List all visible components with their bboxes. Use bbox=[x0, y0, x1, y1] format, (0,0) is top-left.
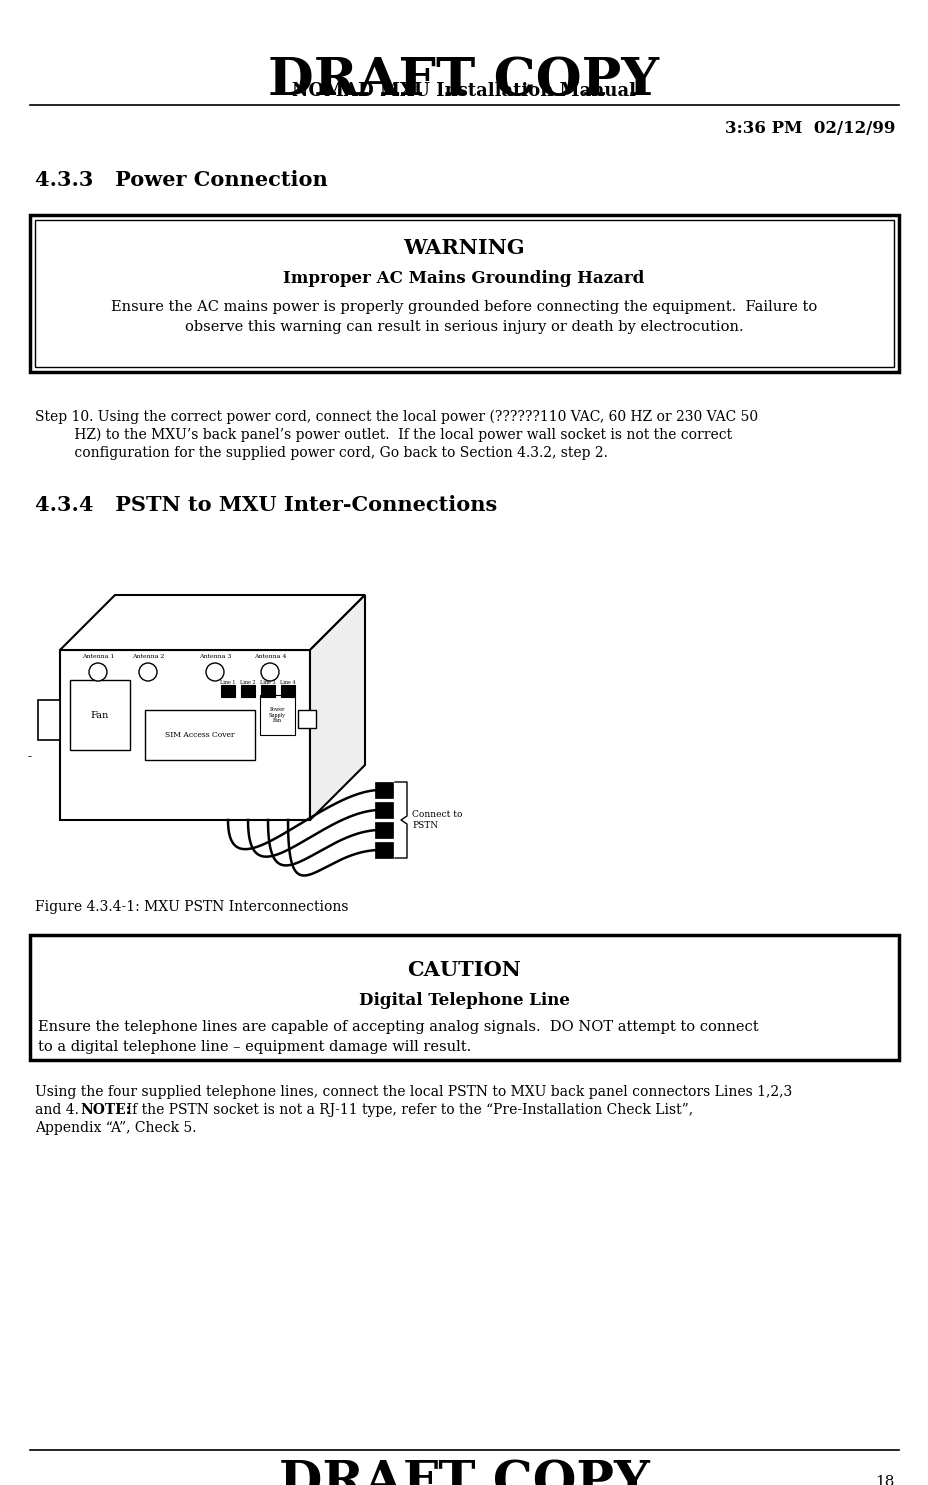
Bar bbox=[221, 685, 235, 696]
Text: 18: 18 bbox=[875, 1475, 894, 1485]
Bar bbox=[375, 802, 393, 818]
Text: observe this warning can result in serious injury or death by electrocution.: observe this warning can result in serio… bbox=[185, 319, 742, 334]
Bar bbox=[298, 710, 316, 728]
Text: NOMAD MXU Installation Manual: NOMAD MXU Installation Manual bbox=[291, 82, 636, 99]
Text: DRAFT COPY: DRAFT COPY bbox=[268, 55, 659, 105]
Text: Antenna 4: Antenna 4 bbox=[253, 653, 286, 659]
Text: HZ) to the MXU’s back panel’s power outlet.  If the local power wall socket is n: HZ) to the MXU’s back panel’s power outl… bbox=[35, 428, 731, 443]
Text: to a digital telephone line – equipment damage will result.: to a digital telephone line – equipment … bbox=[38, 1040, 470, 1054]
Text: 3:36 PM  02/12/99: 3:36 PM 02/12/99 bbox=[724, 120, 894, 137]
Polygon shape bbox=[60, 595, 365, 650]
Bar bbox=[375, 823, 393, 838]
Circle shape bbox=[139, 662, 157, 682]
Text: -: - bbox=[28, 750, 32, 763]
Text: configuration for the supplied power cord, Go back to Section 4.3.2, step 2.: configuration for the supplied power cor… bbox=[35, 446, 607, 460]
Text: If the PSTN socket is not a RJ-11 type, refer to the “Pre-Installation Check Lis: If the PSTN socket is not a RJ-11 type, … bbox=[118, 1103, 692, 1117]
Bar bbox=[375, 842, 393, 858]
Text: Appendix “A”, Check 5.: Appendix “A”, Check 5. bbox=[35, 1121, 197, 1135]
Text: Connect to
PSTN: Connect to PSTN bbox=[411, 811, 462, 830]
Text: Fan: Fan bbox=[91, 710, 109, 720]
Bar bbox=[145, 710, 254, 760]
Text: CAUTION: CAUTION bbox=[406, 959, 521, 980]
Circle shape bbox=[261, 662, 278, 682]
Bar bbox=[30, 936, 898, 1060]
Text: Ensure the AC mains power is properly grounded before connecting the equipment. : Ensure the AC mains power is properly gr… bbox=[110, 300, 817, 313]
Text: Power
Supply
Fan: Power Supply Fan bbox=[269, 707, 286, 723]
Bar bbox=[375, 783, 393, 797]
Circle shape bbox=[206, 662, 224, 682]
Bar bbox=[280, 685, 295, 696]
Text: and 4.: and 4. bbox=[35, 1103, 87, 1117]
Text: Antenna 1: Antenna 1 bbox=[82, 653, 114, 659]
Bar bbox=[38, 699, 60, 740]
Text: Digital Telephone Line: Digital Telephone Line bbox=[358, 992, 569, 1008]
Text: Step 10. Using the correct power cord, connect the local power (??????110 VAC, 6: Step 10. Using the correct power cord, c… bbox=[35, 410, 757, 425]
Text: SIM Access Cover: SIM Access Cover bbox=[165, 731, 235, 740]
Circle shape bbox=[89, 662, 107, 682]
Text: WARNING: WARNING bbox=[403, 238, 524, 258]
Bar bbox=[70, 680, 130, 750]
Text: Improper AC Mains Grounding Hazard: Improper AC Mains Grounding Hazard bbox=[283, 270, 644, 287]
Text: Antenna 3: Antenna 3 bbox=[199, 653, 231, 659]
Bar bbox=[260, 695, 295, 735]
Text: Line 1: Line 1 bbox=[220, 680, 236, 685]
Text: DRAFT COPY: DRAFT COPY bbox=[278, 1460, 649, 1485]
Text: Antenna 2: Antenna 2 bbox=[132, 653, 164, 659]
Bar bbox=[60, 650, 310, 820]
Text: Line 4: Line 4 bbox=[280, 680, 295, 685]
Text: 4.3.4   PSTN to MXU Inter-Connections: 4.3.4 PSTN to MXU Inter-Connections bbox=[35, 495, 496, 515]
Text: Ensure the telephone lines are capable of accepting analog signals.  DO NOT atte: Ensure the telephone lines are capable o… bbox=[38, 1020, 758, 1034]
Text: Figure 4.3.4-1: MXU PSTN Interconnections: Figure 4.3.4-1: MXU PSTN Interconnection… bbox=[35, 900, 348, 913]
Text: Line 3: Line 3 bbox=[260, 680, 276, 685]
Bar bbox=[35, 220, 893, 367]
Bar bbox=[240, 685, 254, 696]
Text: 4.3.3   Power Connection: 4.3.3 Power Connection bbox=[35, 169, 328, 190]
Bar bbox=[30, 215, 898, 373]
Bar bbox=[261, 685, 275, 696]
Text: Using the four supplied telephone lines, connect the local PSTN to MXU back pane: Using the four supplied telephone lines,… bbox=[35, 1086, 792, 1099]
Polygon shape bbox=[310, 595, 365, 820]
Text: Line 2: Line 2 bbox=[240, 680, 255, 685]
Text: NOTE:: NOTE: bbox=[80, 1103, 131, 1117]
